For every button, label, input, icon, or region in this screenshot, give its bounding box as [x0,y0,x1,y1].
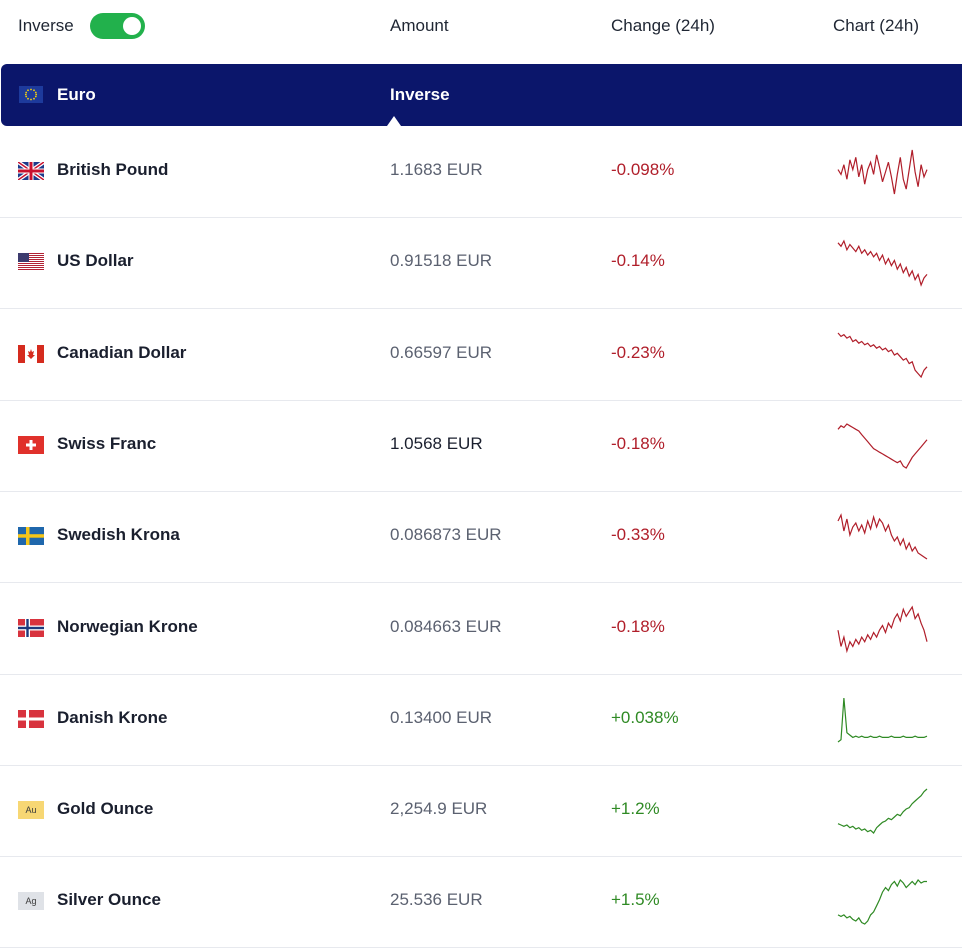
change-value: -0.23% [611,342,665,362]
sparkline-path [837,605,928,653]
currency-row[interactable]: Danish Krone 0.13400 EUR +0.038% [0,674,962,766]
sparkline-path [837,332,928,378]
change-value: +1.2% [611,799,660,819]
amount-value: 25.536 EUR [390,890,483,910]
currency-name[interactable]: Silver Ounce [57,890,161,910]
base-currency-name: Euro [57,85,96,104]
metal-symbol: Au [18,801,44,820]
caret-up-icon [387,116,401,126]
currency-name[interactable]: Norwegian Krone [57,616,198,636]
sparkline-chart [837,879,927,926]
sparkline-path [837,697,928,743]
se-flag-icon [18,527,44,546]
change-value: -0.18% [611,616,665,636]
amount-value: 0.13400 EUR [390,707,493,727]
sparkline-chart [837,423,928,469]
table-header: Inverse Amount Change (24h) Chart (24h) [0,0,962,64]
column-header-amount[interactable]: Amount [390,16,449,35]
currency-row[interactable]: Norwegian Krone 0.084663 EUR -0.18% [0,583,962,675]
amount-value: 0.91518 EUR [390,251,493,271]
us-flag-icon [18,253,44,272]
sparkline-chart [837,149,928,195]
sparkline-chart [837,239,928,288]
amount-value: 2,254.9 EUR [390,799,488,819]
amount-value: 0.66597 EUR [390,342,493,362]
currency-row[interactable]: Swiss Franc 1.0568 EUR -0.18% [0,400,962,492]
sparkline-chart [837,697,928,743]
ag-badge-icon: Ag [18,892,44,911]
sparkline-path [837,513,928,560]
currency-row[interactable]: Canadian Dollar 0.66597 EUR -0.23% [0,309,962,401]
currency-row[interactable]: Swedish Krona 0.086873 EUR -0.33% [0,491,962,584]
change-value: -0.18% [611,433,665,453]
change-value: -0.14% [611,251,665,271]
currency-name[interactable]: British Pound [57,160,169,179]
amount-value: 0.084663 EUR [390,616,502,636]
amount-value: 1.1683 EUR [390,160,483,179]
sparkline-chart [837,332,928,378]
currency-row[interactable]: British Pound 1.1683 EUR -0.098% [0,126,962,218]
uk-flag-icon [18,162,44,180]
change-value: -0.33% [611,525,665,545]
ch-flag-icon [18,435,44,454]
currency-row[interactable]: US Dollar 0.91518 EUR -0.14% [0,217,962,310]
amount-value: 0.086873 EUR [390,525,502,545]
sparkline-chart [837,605,928,653]
change-value: +1.5% [611,890,660,910]
currency-name[interactable]: Gold Ounce [57,799,154,819]
inverse-label: Inverse [18,16,74,35]
sparkline-chart [837,513,928,560]
sparkline-path [837,788,928,835]
currency-name[interactable]: Danish Krone [57,707,168,727]
base-inverse-label: Inverse [390,85,450,104]
sparkline-path [837,149,928,195]
eu-flag-icon [19,86,43,103]
currency-row[interactable]: Ag Silver Ounce 25.536 EUR +1.5% [0,856,962,948]
sparkline-chart [837,788,928,835]
dk-flag-icon [18,709,44,728]
currency-name[interactable]: Swiss Franc [57,433,157,453]
sparkline-path [837,239,928,288]
au-badge-icon: Au [18,801,44,820]
currency-row[interactable]: Au Gold Ounce 2,254.9 EUR +1.2% [0,765,962,858]
toggle-knob [123,17,141,35]
change-value: -0.098% [611,160,675,179]
sparkline-path [837,423,928,469]
metal-symbol: Ag [18,892,44,911]
sparkline-path [837,879,927,926]
currency-name[interactable]: Canadian Dollar [57,342,187,362]
currency-name[interactable]: US Dollar [57,251,134,271]
ca-flag-icon [18,344,44,363]
amount-value: 1.0568 EUR [390,433,483,453]
change-value: +0.038% [611,707,679,727]
inverse-toggle[interactable] [90,13,145,39]
base-currency-row[interactable]: Euro Inverse [1,64,962,126]
column-header-chart: Chart (24h) [833,16,919,35]
column-header-change[interactable]: Change (24h) [611,16,715,35]
currency-name[interactable]: Swedish Krona [57,525,180,545]
no-flag-icon [18,618,44,637]
